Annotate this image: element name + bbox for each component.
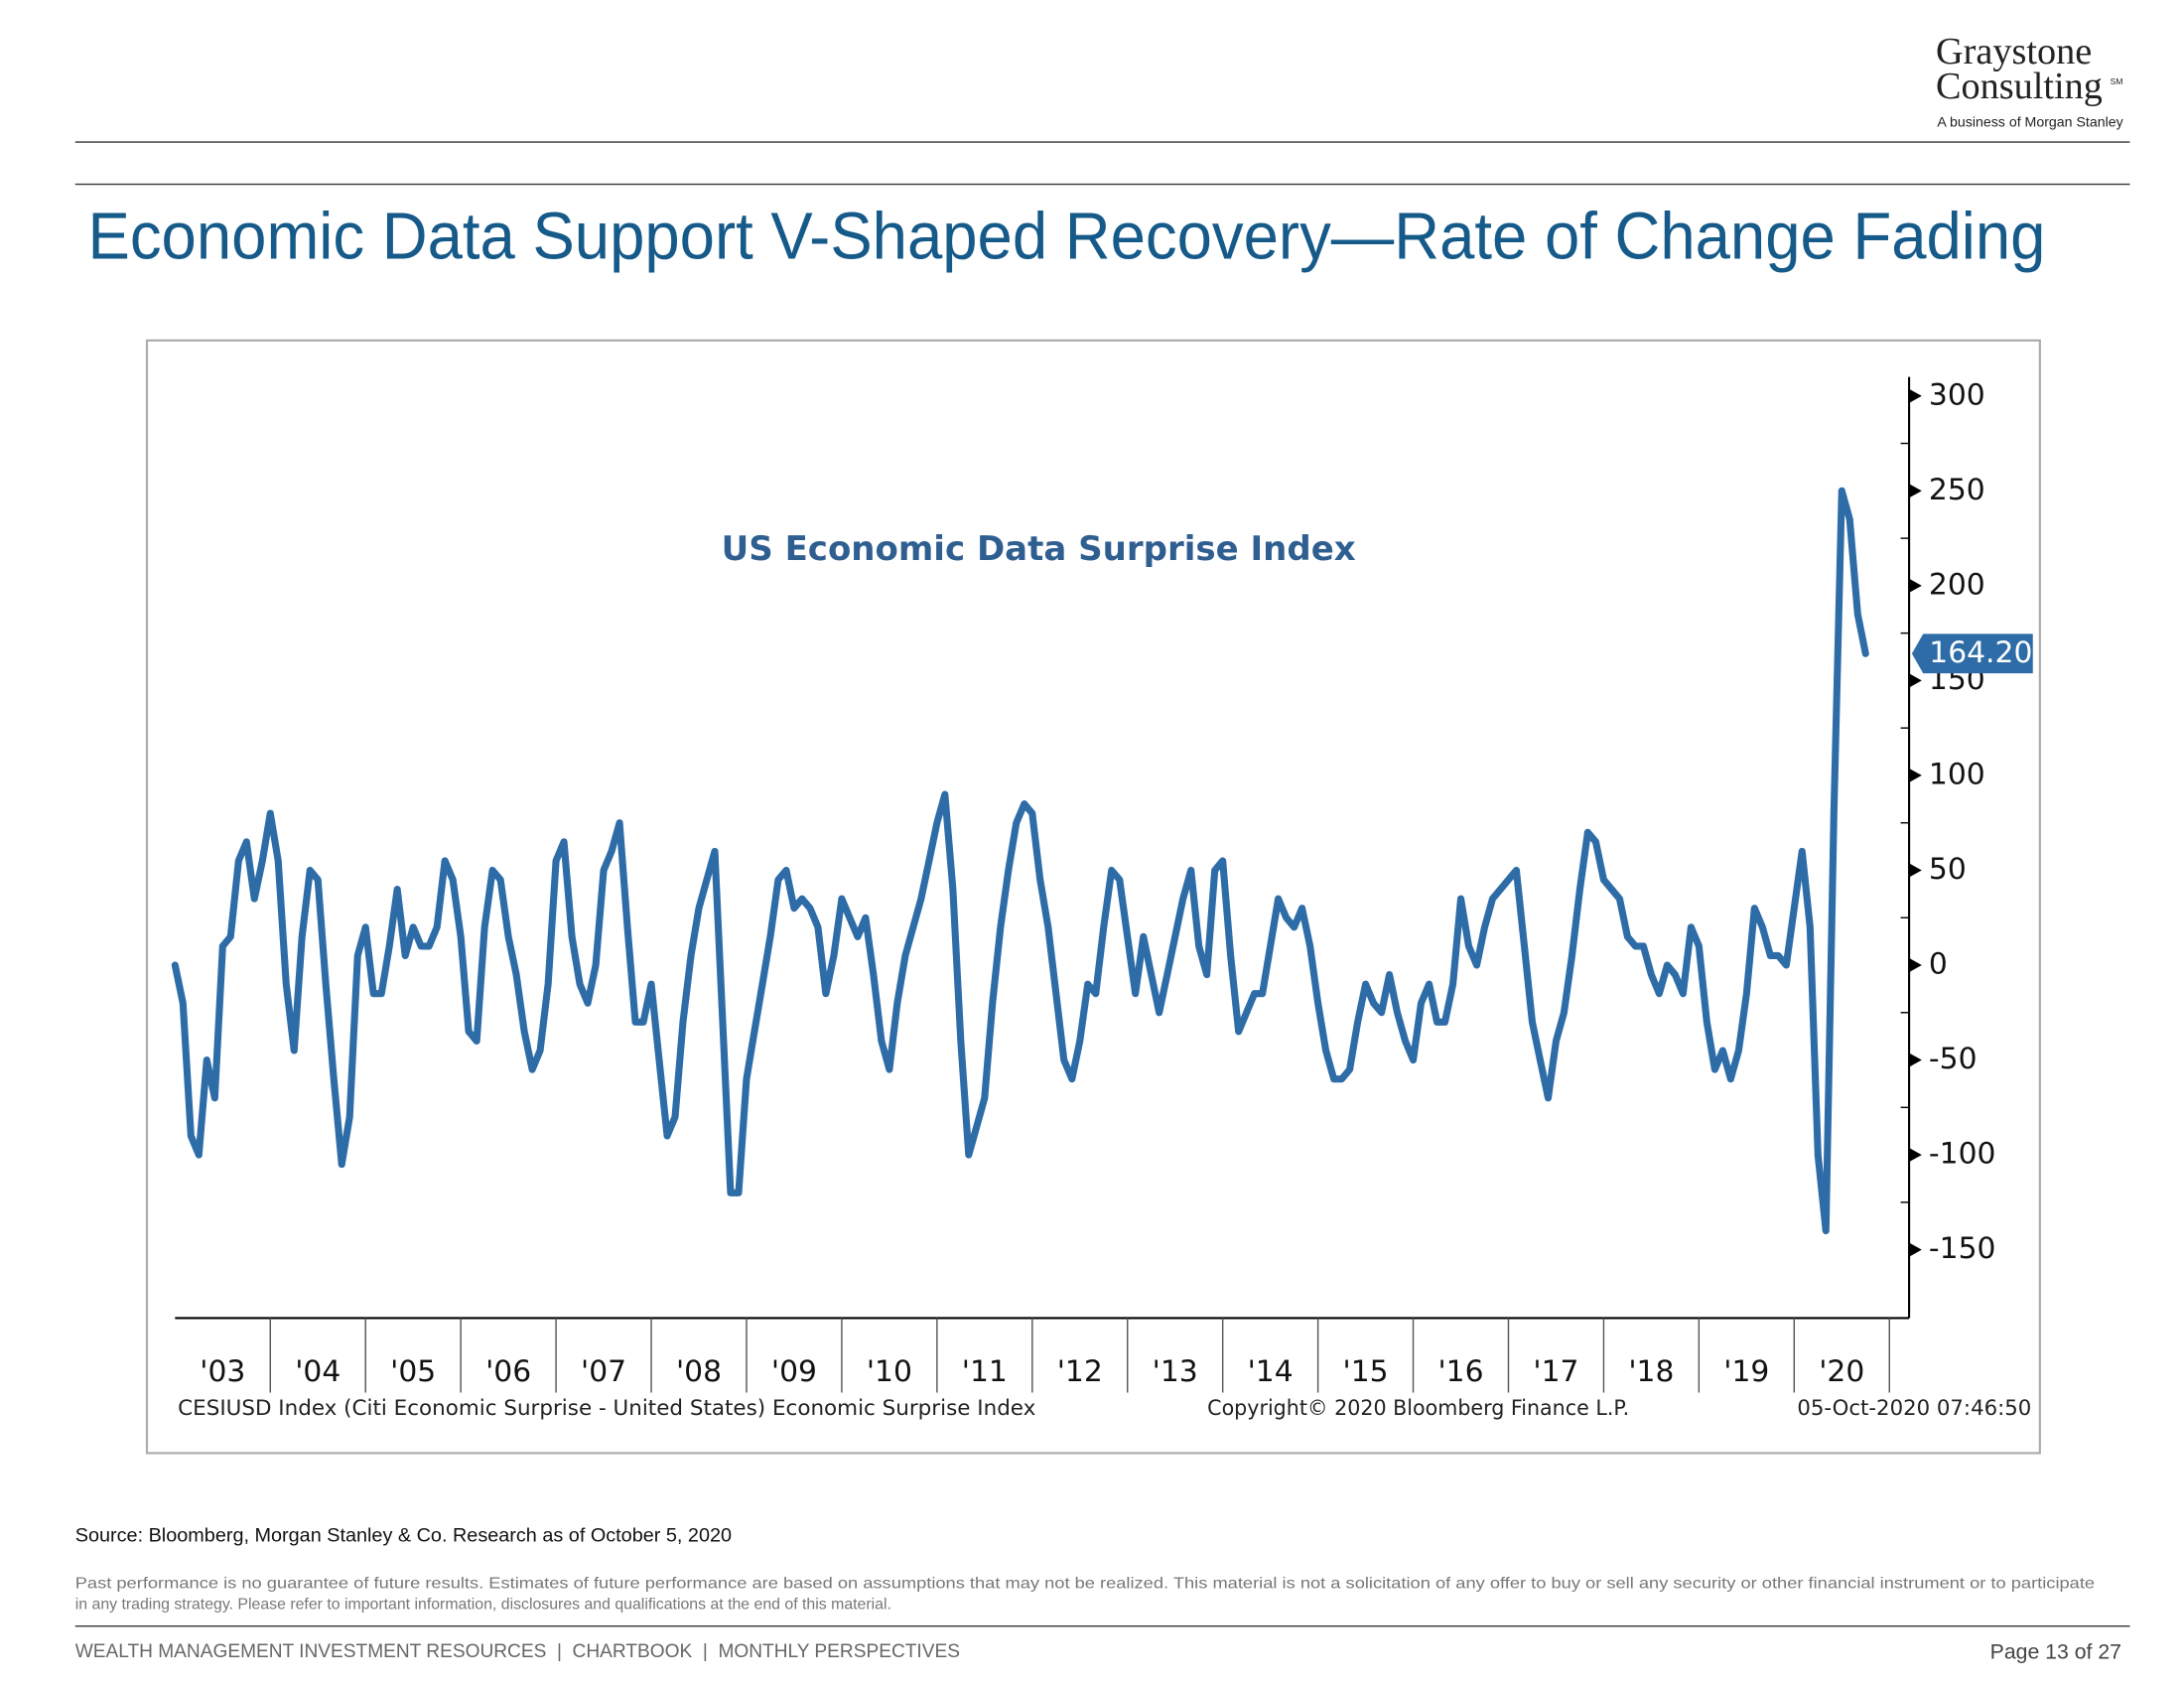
chart-title: US Economic Data Surprise Index (722, 529, 1356, 569)
x-tick-label: '10 (867, 1354, 912, 1389)
x-tick-label: '17 (1533, 1354, 1578, 1389)
y-tick (1909, 863, 1922, 878)
y-tick (1909, 1242, 1922, 1257)
footer: WEALTH MANAGEMENT INVESTMENT RESOURCES |… (75, 1641, 960, 1662)
x-tick-label: '07 (581, 1354, 626, 1389)
logo-mark: SM (2111, 76, 2123, 86)
y-tick (1909, 578, 1922, 593)
y-tick-label: -150 (1929, 1231, 1996, 1266)
x-tick-label: '16 (1437, 1354, 1483, 1389)
y-tick-label: 300 (1929, 377, 1985, 412)
x-tick-label: '18 (1628, 1354, 1674, 1389)
y-tick (1909, 673, 1922, 688)
chart-footnote: CESIUSD Index (Citi Economic Surprise - … (178, 1396, 1035, 1421)
y-tick (1909, 484, 1922, 498)
x-tick-label: '09 (771, 1354, 817, 1389)
y-tick-label: -50 (1929, 1042, 1978, 1076)
page-number: Page 13 of 27 (1990, 1639, 2121, 1663)
chart-footnote: Copyright© 2020 Bloomberg Finance L.P. (1207, 1396, 1629, 1421)
logo-tagline: A business of Morgan Stanley (1937, 115, 2123, 131)
data-line (171, 487, 1869, 1235)
chart-frame (145, 339, 2041, 1455)
y-tick-label: -100 (1929, 1137, 1996, 1172)
x-tick-label: '03 (200, 1354, 245, 1389)
page-title: Economic Data Support V-Shaped Recovery—… (87, 201, 2045, 274)
x-tick-label: '05 (390, 1354, 436, 1389)
value-callout-label: 164.20 (1929, 635, 2032, 670)
x-tick-label: '19 (1723, 1354, 1769, 1389)
chart-footnote: 05-Oct-2020 07:46:50 (1797, 1396, 2031, 1421)
y-tick (1909, 957, 1922, 973)
value-callout (1911, 633, 2033, 674)
y-tick (1909, 388, 1922, 403)
disclaimer: Past performance is no guarantee of futu… (75, 1575, 2096, 1592)
source: Source: Bloomberg, Morgan Stanley & Co. … (75, 1525, 732, 1547)
x-tick-label: '11 (962, 1354, 1008, 1389)
x-tick-label: '06 (485, 1354, 531, 1389)
logo-line: Consulting (1936, 66, 2103, 107)
y-tick-label: 250 (1929, 473, 1985, 507)
logo-line: Graystone (1936, 31, 2092, 72)
y-tick-label: 200 (1929, 567, 1985, 602)
y-tick-label: 50 (1929, 852, 1967, 887)
y-tick-label: 0 (1929, 947, 1948, 982)
y-tick (1909, 1053, 1922, 1067)
y-tick-label: 100 (1929, 757, 1985, 791)
x-tick-label: '20 (1819, 1354, 1864, 1389)
x-tick-label: '14 (1248, 1354, 1294, 1389)
y-tick (1909, 1148, 1922, 1163)
plot: 300250200150100500-50-100-150'03'04'05'0… (171, 377, 2033, 1393)
x-tick-label: '08 (676, 1354, 722, 1389)
x-tick-label: '04 (295, 1354, 341, 1389)
x-tick-label: '13 (1153, 1354, 1198, 1389)
y-tick (1909, 768, 1922, 783)
x-tick-label: '15 (1343, 1354, 1389, 1389)
x-tick-label: '12 (1057, 1354, 1103, 1389)
disclaimer: in any trading strategy. Please refer to… (75, 1597, 891, 1614)
